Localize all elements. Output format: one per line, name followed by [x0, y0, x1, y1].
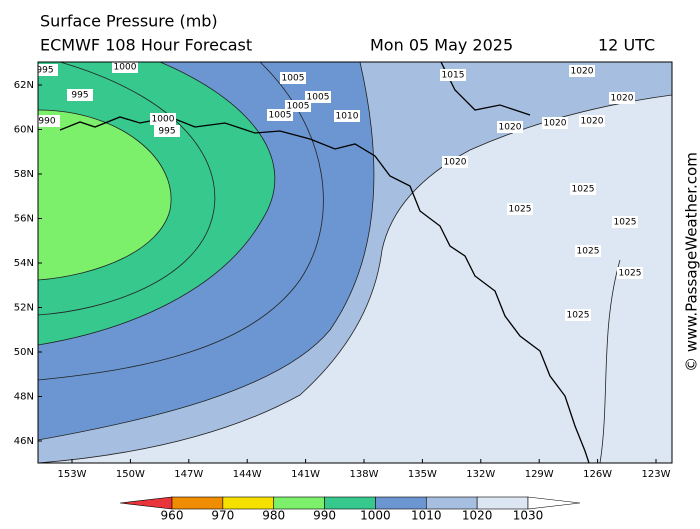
contour-label: 1020: [571, 67, 594, 77]
contour-label: 990: [38, 117, 55, 127]
contour-label: 995: [71, 91, 88, 101]
contour-label: 1020: [581, 117, 604, 127]
lon-label: 150W: [116, 469, 145, 480]
lat-label: 62N: [14, 80, 34, 91]
colorbar-label: 1020: [462, 509, 493, 523]
contour-label: 1020: [499, 123, 522, 133]
colorbar-segment: [223, 497, 274, 509]
colorbar-segment: [172, 497, 223, 509]
colorbar-label: 1030: [513, 509, 544, 523]
colorbar: 960 970 980 990 1000 1010 1020 1030: [120, 497, 580, 523]
lon-label: 141W: [291, 469, 320, 480]
colorbar-segment: [375, 497, 426, 509]
date: Mon 05 May 2025: [370, 36, 513, 55]
lat-label: 48N: [14, 392, 34, 403]
lon-label: 138W: [350, 469, 379, 480]
lat-label: 52N: [14, 303, 34, 314]
credit: © www.PassageWeather.com: [683, 152, 700, 372]
lat-label: 58N: [14, 169, 34, 180]
contour-label: 1020: [544, 119, 567, 129]
lon-label: 129W: [525, 469, 554, 480]
contour-label: 1015: [442, 71, 465, 81]
lon-label: 153W: [58, 469, 87, 480]
lon-label: 147W: [174, 469, 203, 480]
contour-label: 1025: [614, 218, 637, 228]
colorbar-low: [120, 497, 172, 509]
lon-label: 132W: [466, 469, 495, 480]
lon-label: 123W: [642, 469, 671, 480]
lat-label: 60N: [14, 125, 34, 136]
colorbar-segment: [274, 497, 325, 509]
lat-label: 56N: [14, 214, 34, 225]
colorbar-label: 980: [262, 509, 285, 523]
colorbar-high: [528, 497, 580, 509]
lon-label: 135W: [408, 469, 437, 480]
contour-label: 1025: [619, 269, 642, 279]
colorbar-segment: [325, 497, 376, 509]
time: 12 UTC: [598, 36, 655, 55]
model: ECMWF 108 Hour Forecast: [40, 36, 252, 55]
lon-label: 126W: [583, 469, 612, 480]
contour-label: 1020: [444, 158, 467, 168]
colorbar-label: 970: [211, 509, 234, 523]
contour-label: 1025: [509, 205, 532, 215]
lat-label: 46N: [14, 436, 34, 447]
lat-label: 54N: [14, 258, 34, 269]
contour-label: 1020: [611, 94, 634, 104]
contour-label: 1005: [269, 111, 292, 121]
colorbar-label: 960: [161, 509, 184, 523]
contour-label: 1025: [567, 311, 590, 321]
contour-label: 995: [36, 66, 53, 76]
title: Surface Pressure (mb): [40, 12, 218, 31]
lon-label: 144W: [233, 469, 262, 480]
colorbar-segment: [477, 497, 528, 509]
contour-label: 1000: [152, 115, 175, 125]
contour-label: 1000: [114, 63, 137, 73]
contour-label: 995: [158, 127, 175, 137]
contour-label: 1025: [577, 247, 600, 257]
colorbar-label: 990: [313, 509, 336, 523]
contour-label: 1025: [572, 185, 595, 195]
colorbar-segment: [426, 497, 477, 509]
contour-label: 1010: [336, 112, 359, 122]
colorbar-label: 1000: [360, 509, 391, 523]
contour-label: 1005: [282, 74, 305, 84]
lat-label: 50N: [14, 347, 34, 358]
colorbar-label: 1010: [411, 509, 442, 523]
